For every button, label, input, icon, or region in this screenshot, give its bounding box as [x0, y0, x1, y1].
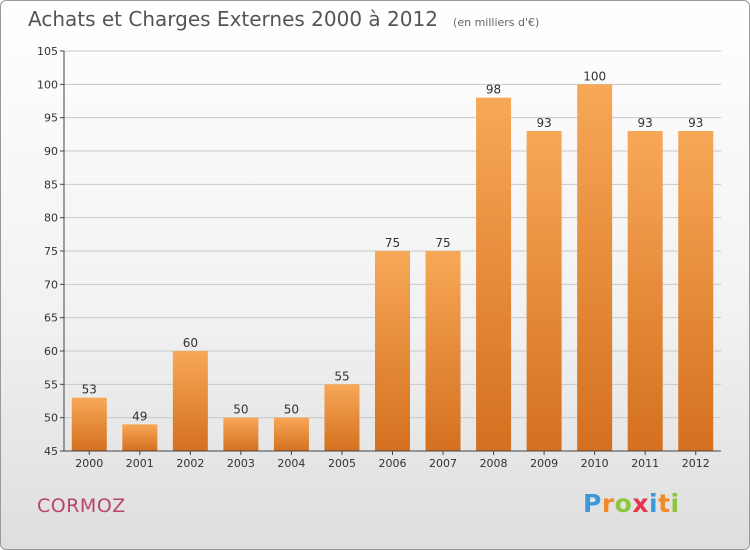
- logo-letter: P: [583, 489, 602, 518]
- labels: 45 50 55 60 65 70 75 80 85 90 95 100 105 53 2000 49 2001…: [37, 45, 710, 470]
- axes: [60, 50, 721, 455]
- y-tick-label: 60: [44, 345, 58, 358]
- logo-letter: r: [601, 489, 615, 518]
- logo-letter: i: [670, 489, 680, 518]
- y-tick-label: 45: [44, 445, 58, 458]
- y-tick-label: 50: [44, 412, 58, 425]
- bar-value-label: 50: [284, 403, 299, 417]
- x-tick-label: 2005: [328, 457, 356, 470]
- x-tick-label: 2008: [480, 457, 508, 470]
- y-tick-label: 100: [37, 78, 58, 91]
- bar: [526, 131, 562, 451]
- bar-value-label: 60: [183, 336, 198, 350]
- logo-letter: t: [658, 489, 671, 518]
- bar: [172, 351, 208, 451]
- logo-letter: o: [614, 489, 633, 518]
- y-tick-label: 105: [37, 45, 58, 58]
- bar: [678, 131, 714, 451]
- x-tick-label: 2003: [227, 457, 255, 470]
- x-tick-label: 2001: [126, 457, 154, 470]
- bar-value-label: 93: [536, 116, 551, 130]
- bar-value-label: 75: [385, 236, 400, 250]
- y-tick-label: 90: [44, 145, 58, 158]
- x-tick-label: 2000: [75, 457, 103, 470]
- proxiti-logo: Proxiti: [583, 489, 680, 518]
- x-tick-label: 2011: [631, 457, 659, 470]
- bar-value-label: 98: [486, 83, 501, 97]
- x-tick-label: 2002: [176, 457, 204, 470]
- y-tick-label: 95: [44, 112, 58, 125]
- chart-title: Achats et Charges Externes 2000 à 2012: [28, 7, 438, 31]
- commune-name: CORMOZ: [37, 495, 126, 517]
- bar: [577, 84, 613, 451]
- bar: [425, 251, 461, 451]
- bar: [375, 251, 410, 451]
- bar: [627, 131, 663, 451]
- bar: [476, 97, 512, 452]
- y-tick-label: 55: [44, 378, 58, 391]
- x-tick-label: 2010: [581, 457, 609, 470]
- bar-value-label: 53: [82, 383, 97, 397]
- bar-value-label: 100: [583, 69, 606, 83]
- y-tick-label: 85: [44, 178, 58, 191]
- bar: [122, 424, 158, 451]
- bar-value-label: 93: [638, 116, 653, 130]
- bar-value-label: 75: [435, 236, 450, 250]
- y-tick-label: 80: [44, 212, 58, 225]
- y-tick-label: 65: [44, 312, 58, 325]
- x-tick-label: 2007: [429, 457, 457, 470]
- bar: [223, 417, 259, 451]
- x-tick-label: 2004: [277, 457, 305, 470]
- bar: [71, 397, 107, 451]
- bar-value-label: 93: [688, 116, 703, 130]
- x-tick-label: 2006: [379, 457, 407, 470]
- logo-letter: x: [632, 489, 649, 518]
- bar-value-label: 49: [132, 409, 147, 423]
- bar: [273, 417, 309, 451]
- bars: [71, 84, 714, 452]
- x-tick-label: 2009: [530, 457, 558, 470]
- bar: [324, 384, 360, 451]
- y-tick-label: 75: [44, 245, 58, 258]
- y-tick-label: 70: [44, 278, 58, 291]
- chart-title-block: Achats et Charges Externes 2000 à 2012 (…: [28, 7, 539, 31]
- logo-letter: i: [649, 489, 659, 518]
- bar-value-label: 50: [233, 403, 248, 417]
- x-tick-label: 2012: [682, 457, 710, 470]
- chart-unit: (en milliers d'€): [453, 16, 540, 29]
- bar-value-label: 55: [334, 369, 349, 383]
